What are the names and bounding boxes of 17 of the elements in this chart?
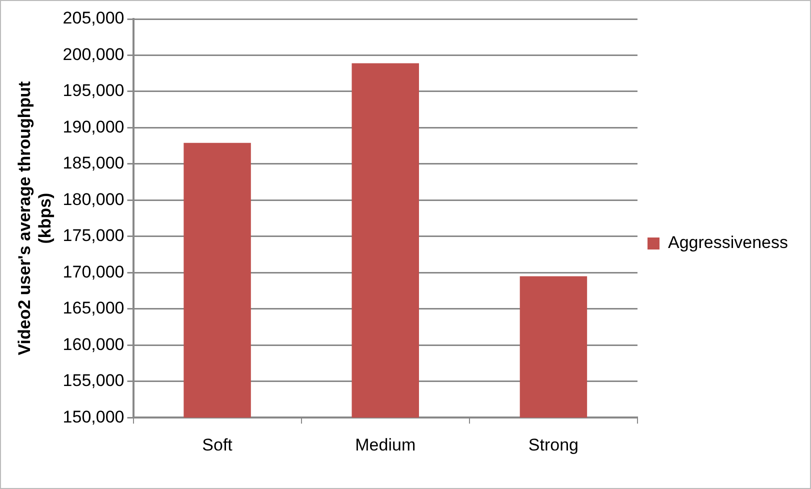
y-tick-label: 195,000: [62, 81, 124, 100]
y-tick-label: 160,000: [62, 334, 124, 354]
x-tick-label: Medium: [355, 435, 416, 454]
y-tick-label: 175,000: [62, 226, 124, 246]
y-tick-label: 185,000: [62, 154, 124, 173]
y-tick-label: 200,000: [62, 44, 124, 64]
y-tick-label: 150,000: [62, 407, 124, 426]
y-tick-label: 165,000: [62, 298, 124, 318]
y-tick-label: 155,000: [62, 371, 124, 390]
legend-label: Aggressiveness: [668, 233, 788, 252]
y-tick-label: 180,000: [62, 190, 124, 209]
x-tick-label: Soft: [202, 435, 233, 454]
x-tick-label: Strong: [528, 435, 578, 454]
y-tick-label: 190,000: [62, 117, 124, 136]
y-axis-title: Video2 user's average throughput (kbps): [14, 81, 54, 356]
y-tick-label: 170,000: [62, 262, 124, 282]
y-tick-label: 205,000: [62, 8, 124, 28]
